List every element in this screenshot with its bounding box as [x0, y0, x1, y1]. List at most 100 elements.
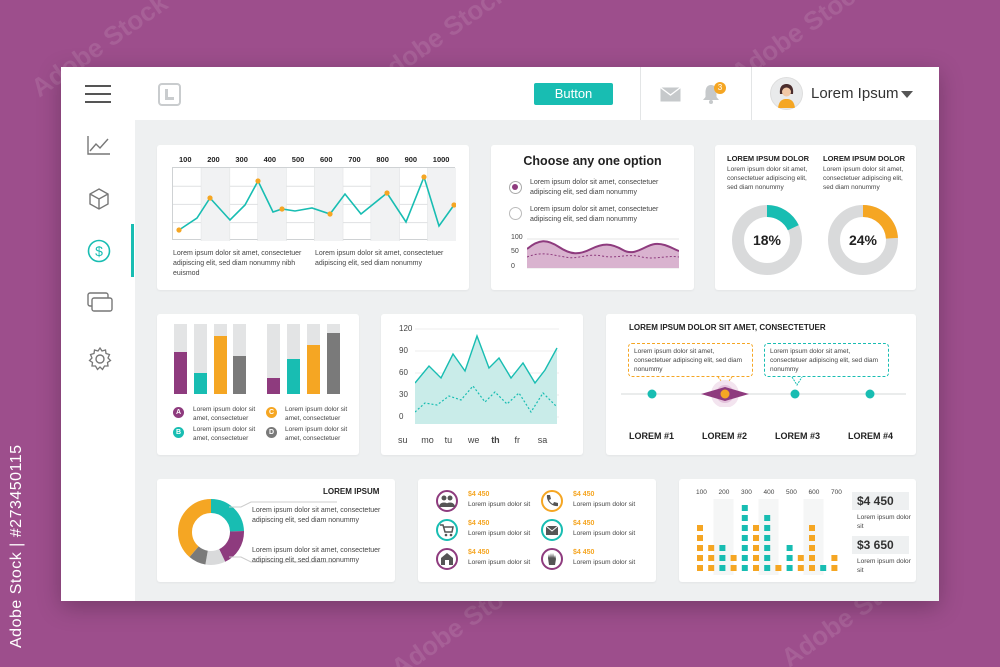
dollar-icon[interactable]: $ — [87, 239, 111, 263]
bar-block — [697, 535, 703, 541]
bar-block — [719, 565, 726, 571]
primary-button[interactable]: Button — [534, 83, 613, 105]
timeline-node[interactable] — [647, 389, 657, 399]
legend-marker: D — [266, 427, 277, 438]
x-label: fr — [514, 435, 521, 445]
bar-block — [809, 565, 815, 571]
block-bar-chart — [691, 499, 846, 575]
bar-block — [741, 525, 748, 531]
column-label: 100 — [696, 489, 707, 496]
column-label: 200 — [718, 489, 730, 496]
y-label: 60 — [399, 368, 408, 377]
stat-text-left: Lorem ipsum dolor sit amet, consectetuer… — [727, 166, 808, 191]
legend-text: Lorem ipsum dolor sit amet, consectetuer — [285, 406, 348, 422]
stat-text: Lorem ipsum dolor sit — [573, 501, 636, 508]
bar-block — [786, 555, 793, 561]
avatar[interactable] — [770, 77, 803, 110]
timeline-track — [621, 377, 906, 407]
bar-block — [697, 525, 703, 531]
donut-callout-card: LOREM IPSUM Lorem ipsum dolor sit amet, … — [157, 479, 395, 582]
card-title: Choose any one option — [523, 154, 662, 168]
divider — [751, 67, 752, 120]
dashboard-window: Button 3 Lorem Ipsum — [61, 67, 939, 601]
chevron-down-icon[interactable] — [901, 91, 913, 98]
column-label: 300 — [741, 489, 752, 496]
top-bar: Button 3 Lorem Ipsum — [61, 67, 939, 120]
stat-value: $4 450 — [573, 520, 595, 527]
grid-line-chart-card: 100 200 300 400 500 600 700 800 900 1000 Lorem ip… — [157, 145, 469, 290]
bar-block — [809, 535, 815, 541]
option-2-label: Lorem ipsum dolor sit amet, consectetuer… — [530, 206, 659, 223]
radio-option-2[interactable] — [509, 207, 522, 220]
legend-text: Lorem ipsum dolor sit amet, consectetuer — [193, 426, 256, 442]
stat-text: Lorem ipsum dolor sit — [857, 514, 911, 530]
data-point — [327, 211, 333, 217]
bar-block — [708, 565, 715, 571]
users-icon — [436, 490, 458, 512]
tooltip-text: Lorem ipsum dolor sit amet, consectetuer… — [634, 348, 743, 373]
bar-block — [786, 545, 793, 551]
bar-block — [708, 545, 715, 551]
callout-text: Lorem ipsum dolor sit amet, consectetuer… — [252, 547, 381, 564]
bar-block — [764, 525, 771, 531]
timeline-card: LOREM IPSUM DOLOR SIT AMET, CONSECTETUER… — [606, 314, 916, 455]
user-name[interactable]: Lorem Ipsum — [811, 85, 899, 102]
hamburger-menu-icon[interactable] — [85, 85, 111, 103]
wave-area-chart — [527, 238, 679, 269]
bar — [287, 359, 300, 394]
cards-icon[interactable] — [87, 292, 113, 312]
bar-block — [753, 525, 759, 531]
legend-marker: A — [173, 407, 184, 418]
x-label: sa — [537, 435, 548, 445]
callout-text: Lorem ipsum dolor sit amet, consectetuer… — [252, 507, 381, 524]
bar-block — [741, 515, 748, 521]
step-label: LOREM #3 — [775, 431, 821, 441]
stat-text: Lorem ipsum dolor sit — [857, 558, 911, 574]
bar — [214, 336, 227, 394]
area-chart — [415, 328, 559, 424]
y-label: 120 — [399, 324, 413, 333]
timeline-node[interactable] — [865, 389, 875, 399]
stat-text: Lorem ipsum dolor sit — [573, 559, 636, 566]
y-label: 30 — [399, 390, 408, 399]
area-chart-card: 120 90 60 30 0 su mo tu we th fr sa — [381, 314, 583, 455]
stat-value: $4 450 — [573, 491, 595, 498]
donut-value-right: 24% — [848, 232, 878, 248]
x-label: su — [398, 435, 408, 445]
mail-icon[interactable] — [660, 87, 681, 102]
step-label: LOREM #1 — [629, 431, 675, 441]
bar-block — [797, 555, 804, 561]
hand-icon — [541, 548, 563, 570]
card-title: LOREM IPSUM — [323, 487, 380, 496]
bar-block — [697, 565, 703, 571]
data-point — [207, 195, 213, 201]
grid-lines — [173, 168, 456, 241]
data-point — [451, 202, 456, 208]
caption-right: Lorem ipsum dolor sit amet, consectetuer… — [315, 250, 444, 267]
line-chart-icon[interactable] — [87, 135, 111, 155]
x-label: tu — [444, 435, 453, 445]
data-point — [255, 178, 261, 184]
mail-icon — [541, 519, 563, 541]
cube-icon[interactable] — [87, 187, 111, 211]
column-label: 500 — [291, 155, 305, 164]
timeline-node-active[interactable] — [720, 389, 730, 399]
radio-option-1[interactable] — [509, 181, 522, 194]
vertical-bar-chart — [174, 324, 340, 394]
step-label: LOREM #4 — [848, 431, 894, 441]
bar-block — [741, 505, 748, 511]
bar — [174, 352, 187, 394]
bar-block — [764, 555, 771, 561]
svg-text:$: $ — [95, 243, 103, 259]
gear-icon[interactable] — [87, 346, 113, 372]
stat-value: $4 450 — [468, 549, 490, 556]
user-avatar-icon — [770, 77, 803, 110]
y-label: 0 — [511, 263, 515, 270]
column-label: 400 — [763, 489, 775, 496]
stat-text: Lorem ipsum dolor sit — [468, 501, 531, 508]
timeline-node[interactable] — [790, 389, 800, 399]
bar-block — [753, 535, 759, 541]
y-label: 90 — [399, 346, 408, 355]
bar-block — [741, 545, 748, 551]
stat-value-box: $3 650 — [852, 536, 909, 554]
